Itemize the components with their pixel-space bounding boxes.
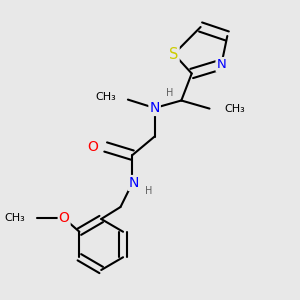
Text: N: N bbox=[129, 176, 139, 190]
Text: H: H bbox=[166, 88, 173, 98]
Text: CH₃: CH₃ bbox=[224, 103, 245, 114]
Text: O: O bbox=[59, 212, 70, 225]
Text: N: N bbox=[217, 58, 226, 71]
Text: N: N bbox=[149, 101, 160, 115]
Text: CH₃: CH₃ bbox=[5, 213, 26, 224]
Text: H: H bbox=[145, 185, 152, 196]
Text: S: S bbox=[169, 46, 178, 62]
Text: CH₃: CH₃ bbox=[95, 92, 116, 102]
Text: O: O bbox=[87, 140, 98, 154]
